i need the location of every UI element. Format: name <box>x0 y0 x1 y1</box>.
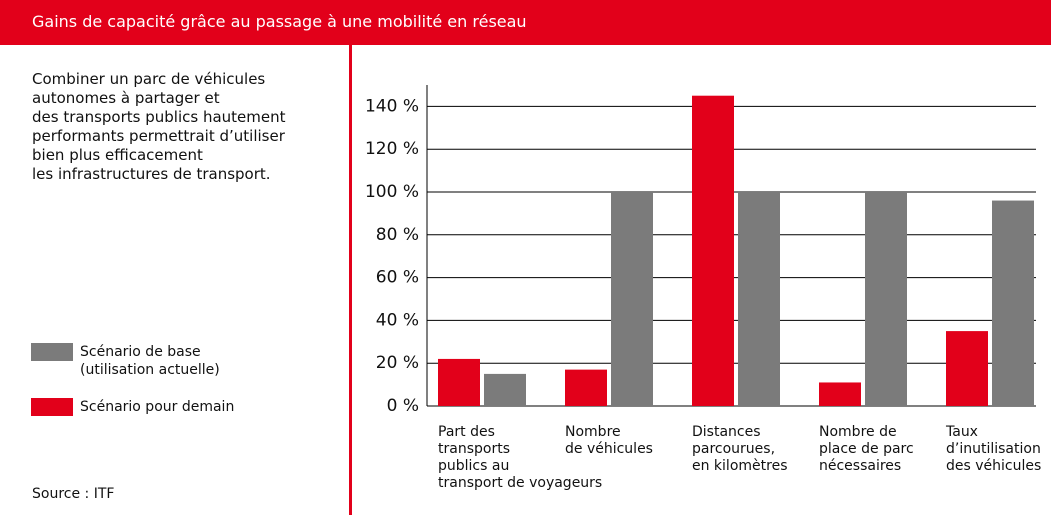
x-tick-label: Nombre de place de parc nécessaires <box>819 424 914 474</box>
legend-swatch <box>31 398 73 416</box>
x-tick-label: Nombre de véhicules <box>565 424 653 457</box>
y-tick-label: 60 % <box>376 268 419 288</box>
x-tick-label: Taux d’inutilisation des véhicules <box>946 424 1042 474</box>
x-tick-label: Part des transports publics au transport… <box>438 424 603 491</box>
description: Combiner un parc de véhicules autonomes … <box>32 70 286 183</box>
bar <box>692 95 734 406</box>
y-tick-label: 0 % <box>387 396 419 416</box>
x-tick-label: Distances parcourues, en kilomètres <box>692 424 788 474</box>
bar <box>611 192 653 406</box>
legend-label: Scénario pour demain <box>80 399 235 415</box>
bar <box>565 369 607 406</box>
bar <box>738 192 780 406</box>
divider <box>349 45 352 515</box>
y-tick-label: 120 % <box>365 139 419 159</box>
source: Source : ITF <box>32 486 115 502</box>
y-tick-label: 80 % <box>376 225 419 245</box>
y-tick-label: 40 % <box>376 310 419 330</box>
bar <box>865 192 907 406</box>
y-tick-label: 140 % <box>365 96 419 116</box>
y-tick-label: 20 % <box>376 353 419 373</box>
bar <box>819 382 861 406</box>
bar <box>992 200 1034 406</box>
legend-label: Scénario de base (utilisation actuelle) <box>80 344 220 378</box>
header: Gains de capacité grâce au passage à une… <box>0 0 1051 45</box>
header-title: Gains de capacité grâce au passage à une… <box>32 12 527 31</box>
bar <box>484 373 526 406</box>
bar <box>438 358 480 406</box>
y-tick-label: 100 % <box>365 182 419 202</box>
bar <box>946 331 988 406</box>
legend-swatch <box>31 343 73 361</box>
